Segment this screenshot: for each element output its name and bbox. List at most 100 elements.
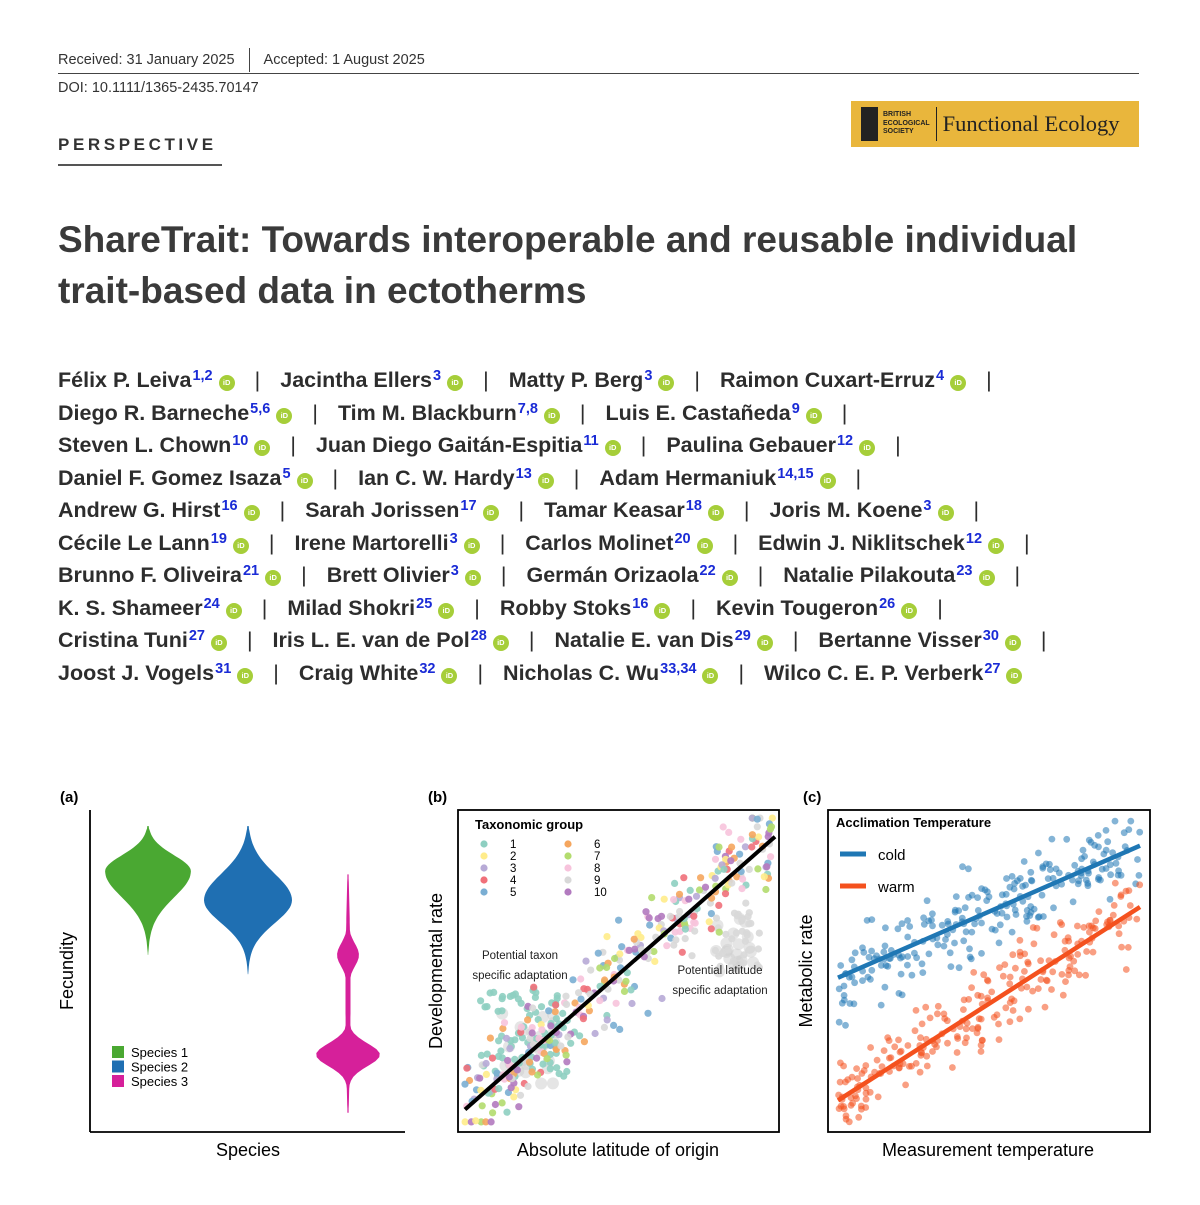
orcid-icon[interactable]: iD xyxy=(447,375,464,391)
author-name[interactable]: Iris L. E. van de Pol xyxy=(272,628,470,652)
affiliation-link[interactable]: 13 xyxy=(515,465,532,482)
author-name[interactable]: Kevin Tougeron xyxy=(716,595,879,620)
orcid-icon[interactable]: iD xyxy=(859,440,876,456)
author-name[interactable]: Paulina Gebauer xyxy=(666,433,836,457)
orcid-icon[interactable]: iD xyxy=(721,570,738,586)
author-name[interactable]: Joost J. Vogels xyxy=(58,660,215,685)
author-name[interactable]: Cristina Tuni xyxy=(58,628,188,652)
author-name[interactable]: Luis E. Castañeda xyxy=(605,400,791,425)
author-name[interactable]: Edwin J. Niklitschek xyxy=(758,530,965,555)
author-name[interactable]: Wilco C. E. P. Verberk xyxy=(764,660,984,685)
orcid-icon[interactable]: iD xyxy=(438,602,455,619)
author-name[interactable]: Natalie Pilakouta xyxy=(783,563,956,587)
orcid-icon[interactable]: iD xyxy=(225,602,242,619)
affiliation-link[interactable]: 18 xyxy=(685,498,702,514)
affiliation-link[interactable]: 27 xyxy=(984,660,1001,677)
affiliation-link[interactable]: 12 xyxy=(836,433,854,449)
orcid-icon[interactable]: iD xyxy=(1006,667,1023,684)
orcid-icon[interactable]: iD xyxy=(937,505,954,521)
affiliation-link[interactable]: 16 xyxy=(632,595,649,612)
affiliation-link[interactable]: 27 xyxy=(188,628,205,644)
affiliation-link[interactable]: 10 xyxy=(232,433,249,449)
orcid-icon[interactable]: iD xyxy=(210,635,227,651)
orcid-icon[interactable]: iD xyxy=(254,440,271,456)
orcid-icon[interactable]: iD xyxy=(901,602,918,619)
author-name[interactable]: Tim M. Blackburn xyxy=(337,400,517,425)
affiliation-link[interactable]: 7,8 xyxy=(517,400,538,417)
orcid-icon[interactable]: iD xyxy=(604,440,621,456)
orcid-icon[interactable]: iD xyxy=(696,537,713,554)
affiliation-link[interactable]: 24 xyxy=(203,595,220,612)
author-name[interactable]: K. S. Shameer xyxy=(58,595,203,620)
affiliation-link[interactable]: 30 xyxy=(982,628,999,644)
affiliation-link[interactable]: 9 xyxy=(791,400,800,417)
affiliation-link[interactable]: 16 xyxy=(221,498,238,514)
author-name[interactable]: Sarah Jorissen xyxy=(305,498,460,522)
orcid-icon[interactable]: iD xyxy=(276,407,293,424)
author-name[interactable]: Carlos Molinet xyxy=(525,530,674,555)
author-name[interactable]: Natalie E. van Dis xyxy=(554,628,734,652)
author-name[interactable]: Germán Orizaola xyxy=(526,563,699,587)
author-name[interactable]: Ian C. W. Hardy xyxy=(358,465,515,490)
orcid-icon[interactable]: iD xyxy=(654,602,671,619)
orcid-icon[interactable]: iD xyxy=(702,667,719,684)
author-name[interactable]: Irene Martorelli xyxy=(294,530,449,555)
affiliation-link[interactable]: 5,6 xyxy=(250,400,271,417)
orcid-icon[interactable]: iD xyxy=(707,505,724,521)
affiliation-link[interactable]: 3 xyxy=(450,563,459,579)
author-name[interactable]: Daniel F. Gomez Isaza xyxy=(58,465,282,490)
affiliation-link[interactable]: 25 xyxy=(416,595,433,612)
doi[interactable]: DOI: 10.1111/1365-2435.70147 xyxy=(58,80,259,96)
affiliation-link[interactable]: 3 xyxy=(449,530,458,547)
orcid-icon[interactable]: iD xyxy=(296,472,313,489)
journal-logo[interactable]: BRITISH ECOLOGICAL SOCIETY Functional Ec… xyxy=(851,101,1139,147)
affiliation-link[interactable]: 22 xyxy=(699,563,716,579)
orcid-icon[interactable]: iD xyxy=(232,537,249,554)
affiliation-link[interactable]: 31 xyxy=(215,660,232,677)
author-name[interactable]: Andrew G. Hirst xyxy=(58,498,221,522)
affiliation-link[interactable]: 11 xyxy=(583,433,599,449)
affiliation-link[interactable]: 12 xyxy=(965,530,983,547)
orcid-icon[interactable]: iD xyxy=(463,537,480,554)
affiliation-link[interactable]: 1,2 xyxy=(192,368,213,384)
author-name[interactable]: Raimon Cuxart-Erruz xyxy=(719,368,936,392)
author-name[interactable]: Steven L. Chown xyxy=(58,433,232,457)
affiliation-link[interactable]: 26 xyxy=(879,595,896,612)
author-name[interactable]: Joris M. Koene xyxy=(769,498,923,522)
orcid-icon[interactable]: iD xyxy=(950,375,967,391)
orcid-icon[interactable]: iD xyxy=(265,570,282,586)
author-name[interactable]: Félix P. Leiva xyxy=(58,368,192,392)
author-name[interactable]: Adam Hermaniuk xyxy=(599,465,777,490)
affiliation-link[interactable]: 21 xyxy=(242,563,260,579)
orcid-icon[interactable]: iD xyxy=(492,635,509,651)
author-name[interactable]: Brett Olivier xyxy=(326,563,450,587)
author-name[interactable]: Robby Stoks xyxy=(499,595,632,620)
affiliation-link[interactable]: 4 xyxy=(936,368,945,384)
orcid-icon[interactable]: iD xyxy=(537,472,554,489)
affiliation-link[interactable]: 20 xyxy=(674,530,691,547)
orcid-icon[interactable]: iD xyxy=(988,537,1005,554)
affiliation-link[interactable]: 5 xyxy=(282,465,291,482)
author-name[interactable]: Milad Shokri xyxy=(287,595,416,620)
orcid-icon[interactable]: iD xyxy=(978,570,995,586)
orcid-icon[interactable]: iD xyxy=(218,375,235,391)
author-name[interactable]: Cécile Le Lann xyxy=(58,530,210,555)
affiliation-link[interactable]: 17 xyxy=(460,498,477,514)
orcid-icon[interactable]: iD xyxy=(1004,635,1021,651)
affiliation-link[interactable]: 29 xyxy=(734,628,751,644)
affiliation-link[interactable]: 23 xyxy=(956,563,973,579)
affiliation-link[interactable]: 14,15 xyxy=(777,465,814,482)
affiliation-link[interactable]: 3 xyxy=(433,368,442,384)
orcid-icon[interactable]: iD xyxy=(243,505,260,521)
author-name[interactable]: Brunno F. Oliveira xyxy=(58,563,242,587)
affiliation-link[interactable]: 32 xyxy=(419,660,436,677)
author-name[interactable]: Craig White xyxy=(298,660,419,685)
author-name[interactable]: Bertanne Visser xyxy=(818,628,982,652)
author-name[interactable]: Nicholas C. Wu xyxy=(503,660,660,685)
author-name[interactable]: Juan Diego Gaitán-Espitia xyxy=(315,433,583,457)
orcid-icon[interactable]: iD xyxy=(237,667,254,684)
affiliation-link[interactable]: 28 xyxy=(470,628,487,644)
orcid-icon[interactable]: iD xyxy=(756,635,773,651)
author-name[interactable]: Matty P. Berg xyxy=(508,368,644,392)
affiliation-link[interactable]: 3 xyxy=(644,368,653,384)
